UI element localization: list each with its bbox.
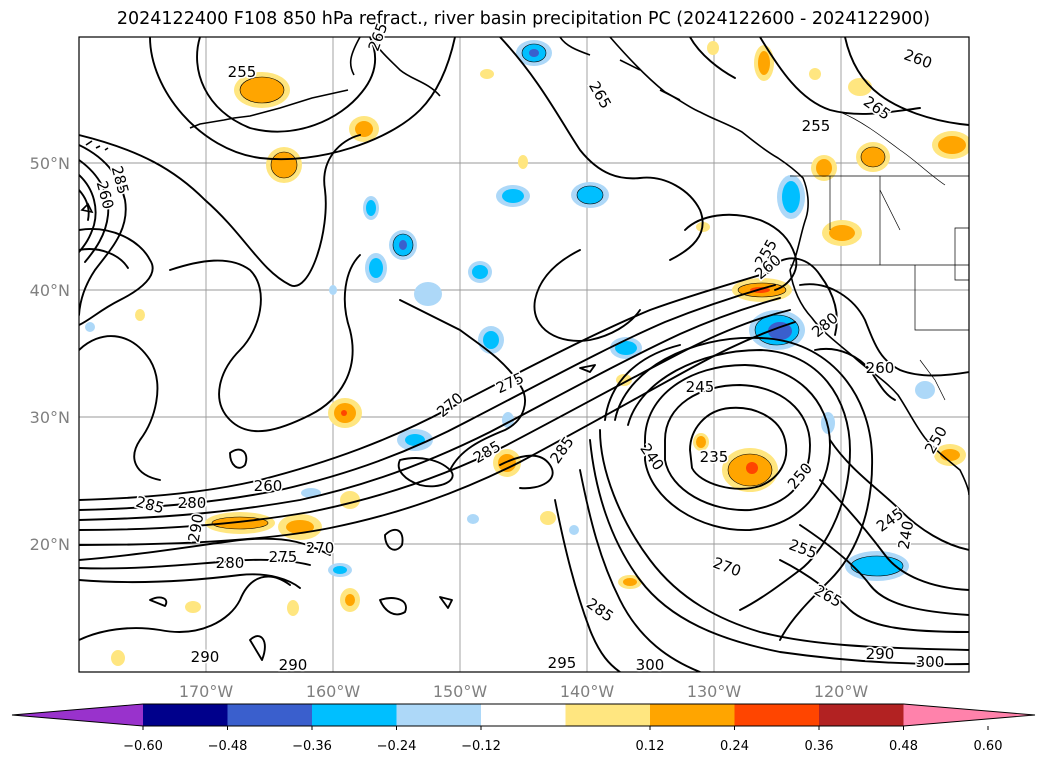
contour-label: 290: [866, 645, 895, 663]
colorbar-tick-label: −0.36: [292, 739, 332, 754]
contour-label: 290: [191, 648, 220, 666]
map-title: 2024122400 F108 850 hPa refract., river …: [116, 9, 931, 29]
colorbar-tick-label: 0.48: [889, 739, 918, 754]
contour-label: 280: [216, 554, 245, 572]
colorbar-tick-label: 0.36: [805, 739, 834, 754]
colorbar-swatch: [227, 704, 313, 726]
borders: [790, 111, 969, 401]
colorbar-ticks: −0.60 −0.48 −0.36 −0.24 −0.12 0.12 0.24 0.36 0.4…: [123, 726, 1002, 754]
lon-label-160w: 160°W: [306, 682, 361, 701]
contour-label: 255: [802, 117, 831, 135]
contour-label: 270: [306, 539, 335, 557]
colorbar-swatch: [565, 704, 651, 726]
colorbar-extend-min: [12, 704, 143, 726]
colorbar: [11, 703, 1036, 727]
contour-label: 235: [700, 448, 729, 466]
contour-label: 260: [254, 477, 283, 495]
lon-label-130w: 130°W: [687, 682, 742, 701]
contour-label: 290: [279, 656, 308, 674]
colorbar-extend-max: [903, 704, 1035, 726]
refractivity-contours: [79, 37, 969, 672]
contour-label: 260: [866, 359, 895, 377]
plot-area: [79, 37, 969, 672]
lon-label-120w: 120°W: [814, 682, 869, 701]
colorbar-swatch: [819, 704, 904, 726]
colorbar-swatch: [650, 704, 735, 726]
colorbar-swatch: [734, 704, 820, 726]
precip-outlines: [211, 43, 904, 577]
contour-label: 300: [636, 656, 665, 674]
colorbar-tick-label: −0.24: [377, 739, 417, 754]
lon-label-140w: 140°W: [560, 682, 615, 701]
colorbar-swatch: [481, 704, 566, 726]
contour-label: 275: [269, 548, 298, 566]
lon-label-170w: 170°W: [179, 682, 234, 701]
colorbar-tick-label: 0.12: [636, 739, 665, 754]
colorbar-tick-label: 0.24: [720, 739, 749, 754]
colorbar-tick-label: −0.60: [123, 739, 163, 754]
latitude-labels: 50°N 40°N 30°N 20°N: [30, 154, 70, 554]
colorbar-swatch: [312, 704, 397, 726]
contour-label: 280: [178, 494, 207, 512]
contour-label: 255: [228, 63, 257, 81]
colorbar-swatch: [143, 704, 228, 726]
contour-label: 245: [686, 378, 715, 396]
plot-frame: [78, 36, 970, 673]
lat-label-30n: 30°N: [30, 408, 70, 427]
coastlines: [80, 37, 969, 496]
lon-label-150w: 150°W: [433, 682, 488, 701]
precip-shading: [85, 40, 969, 666]
contour-label: 295: [548, 654, 577, 672]
lat-label-50n: 50°N: [30, 154, 70, 173]
contour-label: 300: [916, 653, 945, 671]
lat-label-40n: 40°N: [30, 281, 70, 300]
colorbar-tick-label: 0.60: [974, 739, 1003, 754]
colorbar-tick-label: −0.12: [461, 739, 501, 754]
colorbar-tick-label: −0.48: [208, 739, 248, 754]
lat-label-20n: 20°N: [30, 535, 70, 554]
colorbar-swatch: [396, 704, 482, 726]
longitude-labels: 170°W 160°W 150°W 140°W 130°W 120°W: [179, 682, 869, 701]
